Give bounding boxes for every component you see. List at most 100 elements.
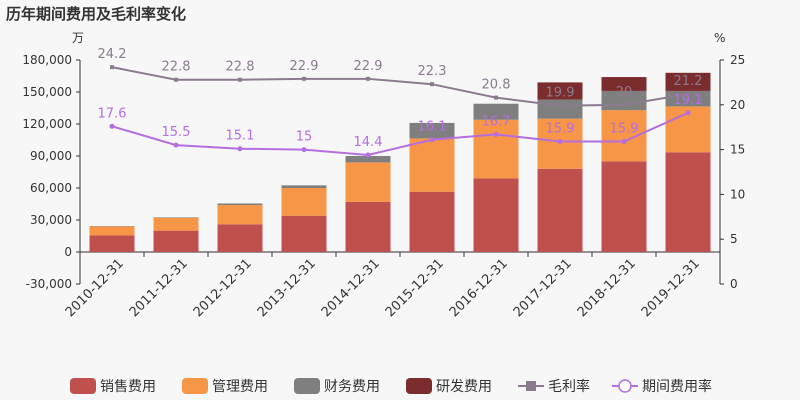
right-tick-label: 25	[730, 53, 745, 67]
right-tick-label: 0	[730, 277, 738, 291]
bar-segment	[217, 224, 263, 252]
legend-label: 管理费用	[212, 379, 268, 395]
series-point	[430, 82, 434, 87]
bar-segment	[153, 217, 199, 231]
legend-swatch	[182, 378, 208, 394]
data-label: 17.6	[98, 106, 127, 121]
series-point	[110, 65, 114, 70]
series-point	[557, 139, 563, 145]
bar-segment	[345, 162, 391, 202]
data-label: 16.7	[482, 114, 511, 129]
data-label: 15.9	[546, 122, 575, 137]
bar-segment	[665, 90, 711, 107]
series-point	[621, 139, 627, 145]
series-point	[238, 77, 242, 82]
data-label: 16.1	[418, 120, 447, 135]
bar-segment	[281, 215, 327, 252]
bar-segment	[473, 178, 519, 252]
bar-segment	[89, 226, 135, 236]
bar-segment	[537, 168, 583, 252]
series-point	[494, 95, 498, 100]
data-label: 19.9	[546, 86, 575, 101]
bar-segment	[473, 119, 519, 179]
chart-title: 历年期间费用及毛利率变化	[6, 5, 186, 23]
x-tick-label: 2011-12-31	[127, 256, 191, 320]
x-tick-label: 2010-12-31	[63, 256, 127, 320]
data-label: 15.1	[226, 129, 255, 144]
legend: 销售费用 管理费用 财务费用 研发费用 毛利率 期间费用率	[70, 378, 712, 395]
data-label: 22.3	[418, 64, 447, 79]
right-tick-label: 5	[730, 232, 738, 246]
x-tick-label: 2014-12-31	[319, 256, 383, 320]
series-point	[366, 76, 370, 81]
data-label: 22.9	[354, 59, 383, 74]
data-label: 15.5	[162, 125, 191, 140]
data-label: 24.2	[98, 47, 127, 62]
series-point	[558, 103, 562, 108]
left-tick-label: 180,000	[22, 53, 72, 67]
bar-segment	[153, 217, 199, 218]
bars-group	[89, 72, 711, 252]
legend-label: 销售费用	[100, 379, 156, 395]
x-tick-label: 2016-12-31	[447, 256, 511, 320]
x-tick-label: 2012-12-31	[191, 256, 255, 320]
left-tick-label: 90,000	[30, 149, 72, 163]
series-point	[174, 77, 178, 82]
left-unit-label: 万	[72, 31, 84, 45]
legend-swatch	[406, 378, 432, 394]
bar-segment	[601, 77, 647, 91]
left-tick-label: 120,000	[22, 117, 72, 131]
right-tick-label: 15	[730, 143, 745, 157]
legend-label: 期间费用率	[642, 378, 712, 395]
legend-marker	[526, 381, 536, 391]
bar-segment	[153, 230, 199, 252]
bar-segment	[601, 161, 647, 252]
series-point	[493, 131, 499, 137]
left-tick-label: -30,000	[26, 277, 72, 291]
lines-group: 24.2 22.8 22.8 22.9 22.9 22.3 20.8 19.9 20 21.2 17…	[98, 47, 703, 158]
x-tick-label: 2018-12-31	[575, 256, 639, 320]
right-tick-label: 20	[730, 98, 745, 112]
series-line	[111, 66, 689, 107]
right-unit-label: %	[714, 31, 725, 45]
left-tick-label: 0	[64, 245, 72, 259]
bar-segment	[409, 191, 455, 252]
bar-segment	[89, 235, 135, 252]
x-tick-label: 2017-12-31	[511, 256, 575, 320]
series-point	[109, 123, 115, 129]
bar-segment	[537, 82, 583, 100]
series-point	[365, 152, 371, 158]
legend-label: 研发费用	[436, 379, 492, 395]
series-line	[111, 111, 689, 156]
bar-segment	[409, 138, 455, 192]
series-point	[686, 92, 690, 97]
bar-segment	[217, 203, 263, 206]
bar-segment	[345, 156, 391, 163]
series-point	[302, 76, 306, 81]
bar-segment	[537, 99, 583, 119]
bar-segment	[665, 72, 711, 91]
x-tick-label: 2015-12-31	[383, 256, 447, 320]
left-tick-label: 30,000	[30, 213, 72, 227]
data-label: 21.2	[674, 74, 703, 89]
bar-segment	[345, 201, 391, 252]
right-tick-label: 10	[730, 187, 745, 201]
data-label: 15.9	[610, 122, 639, 137]
legend-swatch	[70, 378, 96, 394]
series-point	[429, 137, 435, 143]
left-tick-label: 60,000	[30, 181, 72, 195]
series-point	[237, 146, 243, 152]
legend-label: 财务费用	[324, 379, 380, 395]
bar-segment	[473, 103, 519, 120]
bar-segment	[665, 152, 711, 252]
data-label: 19.1	[674, 93, 703, 108]
data-label: 22.9	[290, 59, 319, 74]
x-tick-label: 2013-12-31	[255, 256, 319, 320]
data-label: 22.8	[162, 60, 191, 75]
x-tick-label: 2019-12-31	[639, 256, 703, 320]
bar-segment	[409, 122, 455, 139]
legend-swatch	[294, 378, 320, 394]
data-label: 14.4	[354, 135, 383, 150]
left-tick-label: 150,000	[22, 85, 72, 99]
